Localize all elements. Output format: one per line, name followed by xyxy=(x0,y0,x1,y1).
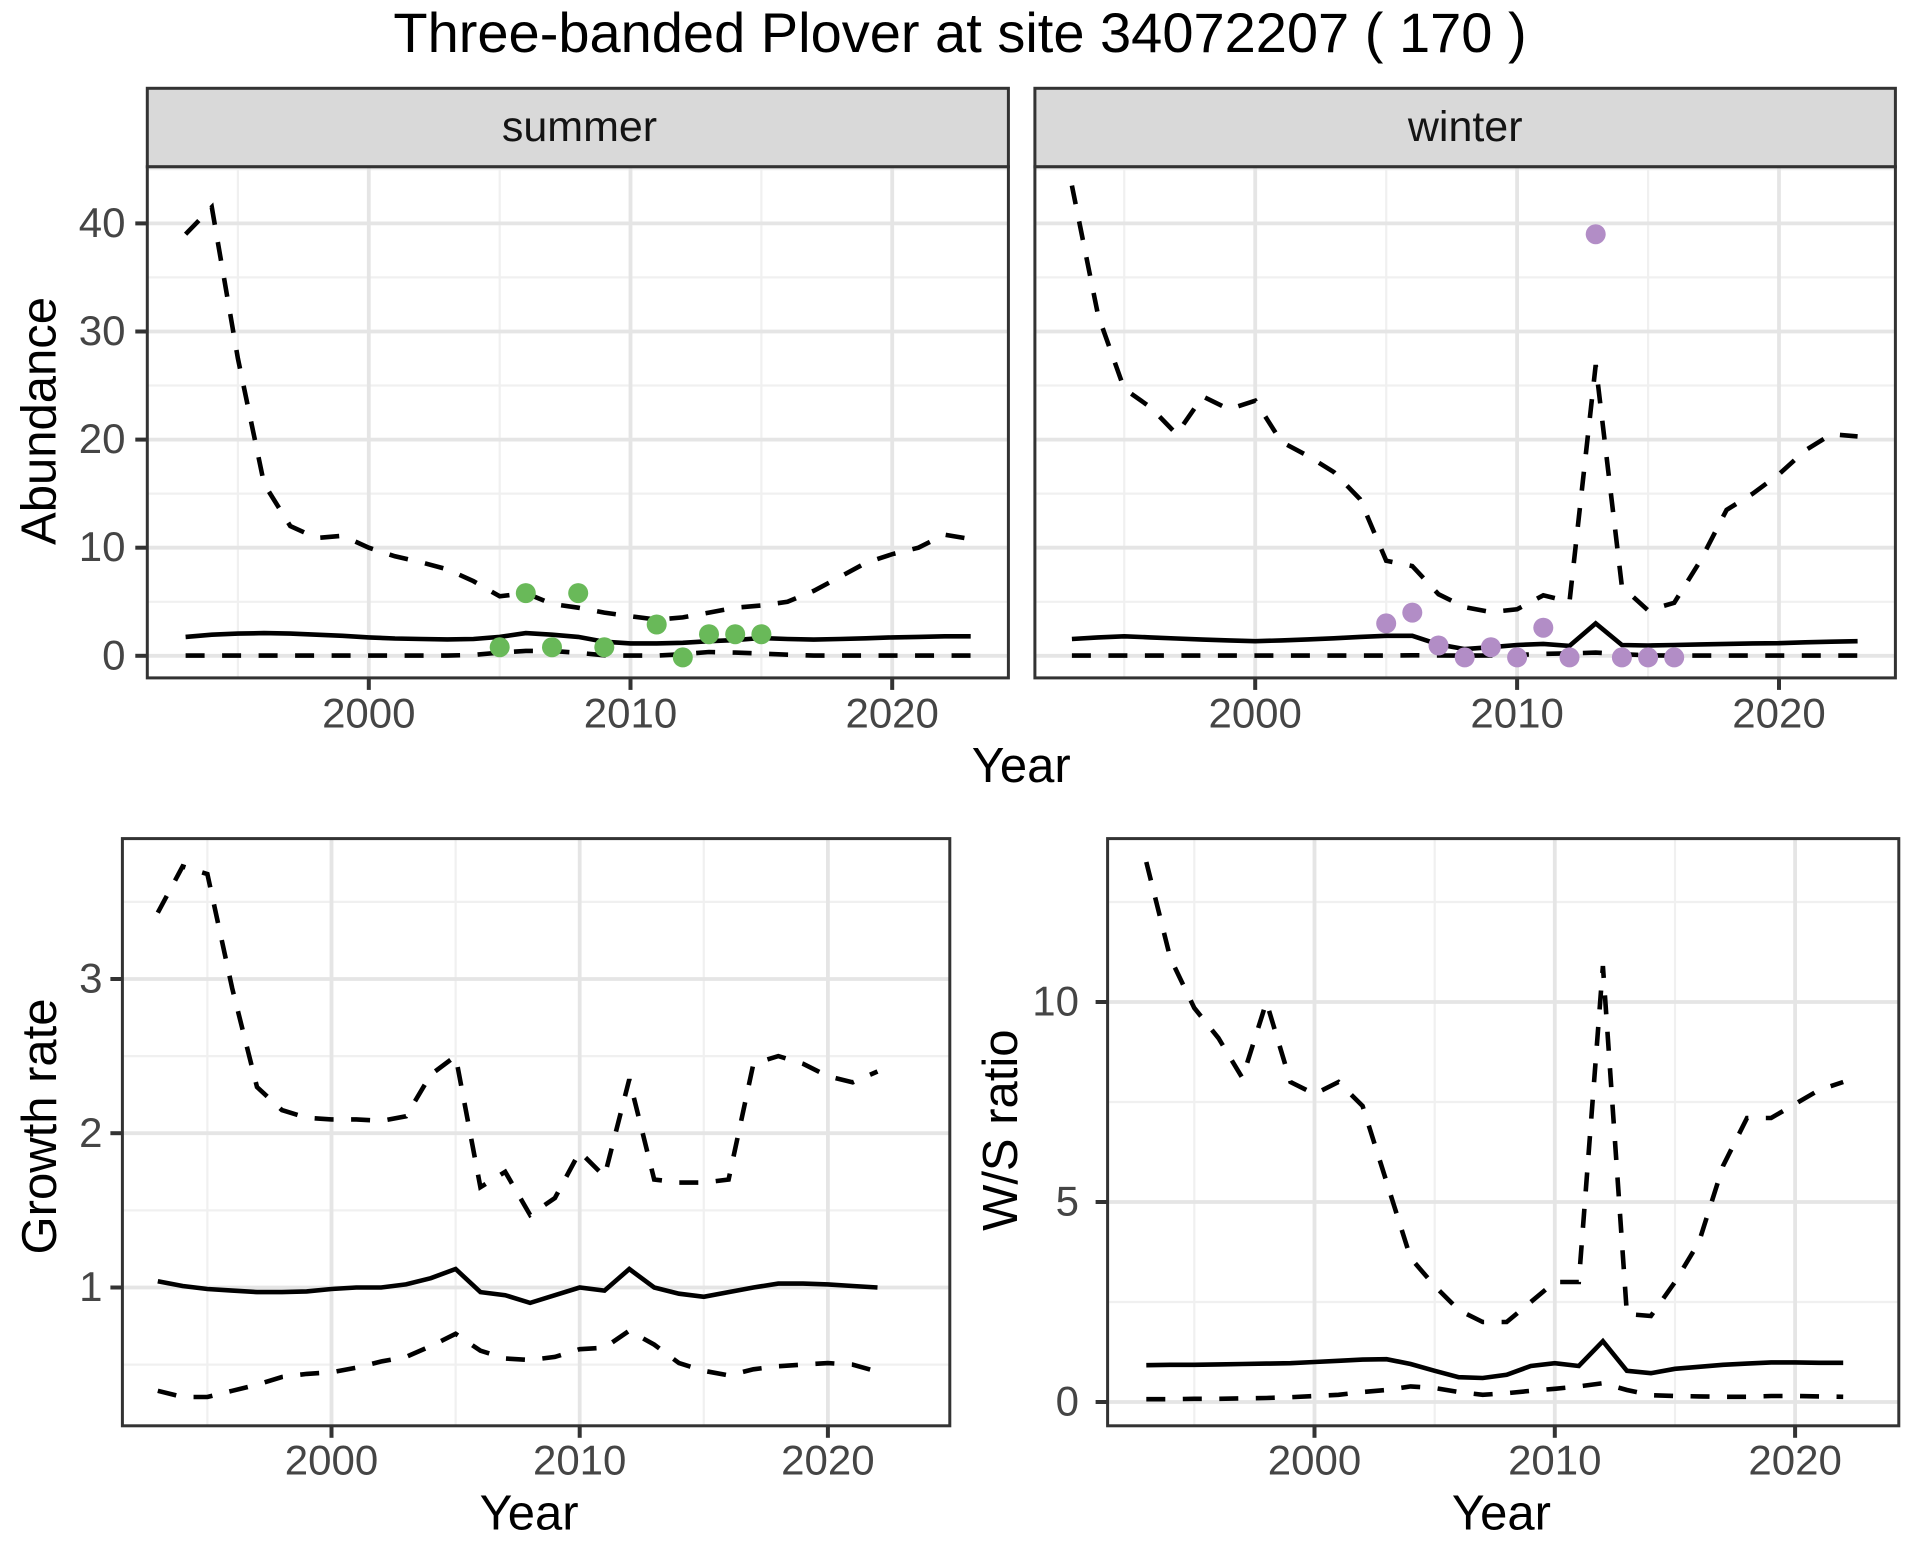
svg-text:1: 1 xyxy=(79,1263,102,1310)
svg-text:0: 0 xyxy=(1056,1378,1079,1425)
svg-text:Year: Year xyxy=(1452,1487,1551,1541)
svg-text:20: 20 xyxy=(79,415,126,462)
svg-text:2010: 2010 xyxy=(1470,690,1563,737)
svg-text:40: 40 xyxy=(79,199,126,246)
svg-text:W/S ratio: W/S ratio xyxy=(974,1029,1028,1230)
svg-text:2010: 2010 xyxy=(584,690,677,737)
svg-text:10: 10 xyxy=(79,523,126,570)
svg-text:0: 0 xyxy=(102,631,125,678)
svg-text:summer: summer xyxy=(502,103,657,151)
svg-text:5: 5 xyxy=(1056,1178,1079,1225)
svg-text:Growth rate: Growth rate xyxy=(13,999,67,1255)
svg-text:2000: 2000 xyxy=(1268,1437,1361,1484)
svg-text:3: 3 xyxy=(79,955,102,1002)
svg-text:Three-banded Plover at site 34: Three-banded Plover at site 34072207 ( 1… xyxy=(393,1,1526,64)
svg-text:winter: winter xyxy=(1407,103,1523,151)
svg-text:2: 2 xyxy=(79,1109,102,1156)
svg-text:30: 30 xyxy=(79,307,126,354)
svg-text:Year: Year xyxy=(480,1487,579,1541)
svg-text:2000: 2000 xyxy=(285,1437,378,1484)
svg-text:2020: 2020 xyxy=(1748,1437,1841,1484)
svg-text:10: 10 xyxy=(1032,978,1079,1025)
svg-text:Abundance: Abundance xyxy=(12,297,66,545)
svg-text:2020: 2020 xyxy=(845,690,938,737)
svg-text:2000: 2000 xyxy=(322,690,415,737)
svg-text:Year: Year xyxy=(972,739,1071,793)
svg-text:2020: 2020 xyxy=(1732,690,1825,737)
svg-text:2010: 2010 xyxy=(533,1437,626,1484)
svg-text:2000: 2000 xyxy=(1208,690,1301,737)
svg-text:2020: 2020 xyxy=(781,1437,874,1484)
svg-text:2010: 2010 xyxy=(1508,1437,1601,1484)
